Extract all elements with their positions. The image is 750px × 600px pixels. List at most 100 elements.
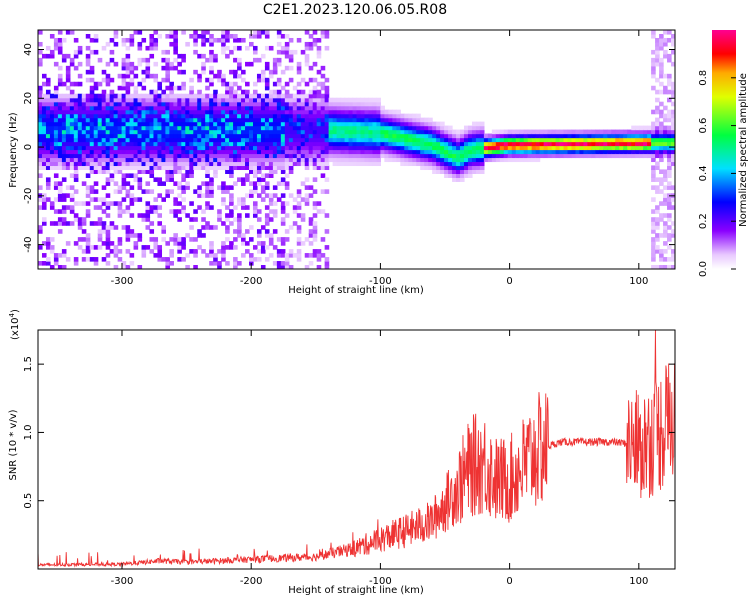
- heatmap-cell: [280, 101, 286, 107]
- heatmap-cell: [276, 249, 282, 254]
- snr-x-tick-label: 0: [506, 576, 512, 587]
- heatmap-cell: [288, 169, 294, 174]
- heatmap-cell: [535, 149, 541, 155]
- heatmap-cell: [324, 141, 330, 147]
- heatmap-cell: [272, 201, 278, 206]
- heatmap-cell: [53, 185, 59, 190]
- heatmap-cell: [252, 45, 258, 51]
- heatmap-cell: [256, 117, 262, 123]
- heatmap-cell: [639, 133, 644, 139]
- heatmap-cell: [328, 105, 334, 111]
- colorbar-tick-label: 0.8: [698, 70, 709, 86]
- heatmap-cell: [368, 109, 374, 115]
- heatmap-cell: [304, 113, 310, 119]
- heatmap-cell: [376, 109, 381, 115]
- heatmap-cell: [105, 101, 111, 107]
- heatmap-cell: [73, 125, 79, 131]
- heatmap-cell: [153, 149, 159, 155]
- heatmap-cell: [141, 113, 147, 119]
- heatmap-cell: [440, 157, 445, 163]
- heatmap-cell: [237, 149, 242, 155]
- heatmap-cell: [651, 109, 656, 115]
- snr-y-multiplier: (x104): [8, 309, 21, 340]
- heatmap-cell: [308, 145, 314, 151]
- heatmap-cell: [105, 141, 111, 147]
- heatmap-cell: [527, 153, 533, 159]
- heatmap-cell: [671, 129, 675, 135]
- heatmap-cell: [356, 113, 362, 119]
- heatmap-cell: [149, 109, 155, 115]
- heatmap-cell: [619, 133, 624, 139]
- heatmap-cell: [308, 253, 314, 258]
- heatmap-cell: [233, 257, 238, 262]
- heatmap-cell: [53, 109, 59, 115]
- heatmap-cell: [256, 217, 262, 222]
- heatmap-cell: [667, 89, 672, 95]
- heatmap-cell: [233, 89, 238, 95]
- heatmap-cell: [428, 161, 433, 167]
- heatmap-cell: [571, 145, 577, 151]
- heatmap-cell: [113, 97, 119, 103]
- heatmap-cell: [324, 153, 330, 159]
- heatmap-cell: [169, 173, 174, 178]
- heatmap-cell: [380, 121, 385, 127]
- heatmap-cell: [300, 105, 306, 111]
- heatmap-cell: [197, 245, 202, 250]
- heatmap-cell: [324, 101, 330, 107]
- heatmap-cell: [233, 229, 238, 234]
- heatmap-cell: [671, 113, 675, 119]
- heatmap-cell: [479, 145, 485, 151]
- heatmap-cell: [49, 49, 55, 55]
- heatmap-cell: [45, 141, 51, 147]
- heatmap-cell: [57, 217, 63, 222]
- heatmap-cell: [256, 121, 262, 127]
- heatmap-cell: [312, 249, 318, 254]
- heatmap-cell: [49, 221, 55, 226]
- heatmap-cell: [165, 169, 170, 174]
- heatmap-cell: [217, 113, 222, 119]
- heatmap-cell: [125, 225, 131, 230]
- heatmap-cell: [97, 157, 103, 163]
- heatmap-cell: [551, 141, 557, 147]
- heatmap-cell: [507, 149, 513, 155]
- heatmap-cell: [424, 121, 429, 127]
- heatmap-cell: [456, 145, 461, 151]
- heatmap-cell: [85, 129, 91, 135]
- heatmap-cell: [193, 129, 198, 135]
- heatmap-cell: [252, 209, 258, 214]
- heatmap-cell: [149, 93, 155, 99]
- heatmap-cell: [312, 157, 318, 163]
- heatmap-cell: [280, 121, 286, 127]
- heatmap-cell: [547, 133, 553, 139]
- heatmap-cell: [113, 225, 119, 230]
- heatmap-cell: [412, 145, 417, 151]
- heatmap-cell: [479, 165, 485, 171]
- heatmap-cell: [201, 30, 206, 35]
- heatmap-cell: [245, 249, 250, 254]
- heatmap-cell: [304, 81, 310, 87]
- heatmap-cell: [372, 141, 378, 147]
- heatmap-cell: [45, 109, 51, 115]
- heatmap-cell: [292, 145, 298, 151]
- heatmap-cell: [221, 113, 226, 119]
- heatmap-cell: [471, 145, 477, 151]
- heatmap-cell: [137, 237, 143, 242]
- heatmap-cell: [177, 157, 182, 163]
- heatmap-cell: [515, 157, 521, 163]
- heatmap-cell: [388, 149, 393, 155]
- heatmap-cell: [320, 173, 326, 178]
- heatmap-cell: [463, 153, 469, 159]
- heatmap-cell: [300, 125, 306, 131]
- heatmap-cell: [105, 241, 111, 246]
- heatmap-cell: [300, 181, 306, 186]
- heatmap-cell: [456, 165, 461, 171]
- heatmap-cell: [475, 137, 481, 143]
- heatmap-cell: [217, 249, 222, 254]
- heatmap-cell: [117, 93, 123, 99]
- heatmap-cell: [547, 129, 553, 135]
- heatmap-cell: [316, 109, 322, 115]
- heatmap-cell: [332, 145, 338, 151]
- heatmap-cell: [125, 237, 131, 242]
- heatmap-x-tick-label: 0: [506, 276, 512, 287]
- heatmap-cell: [173, 201, 178, 206]
